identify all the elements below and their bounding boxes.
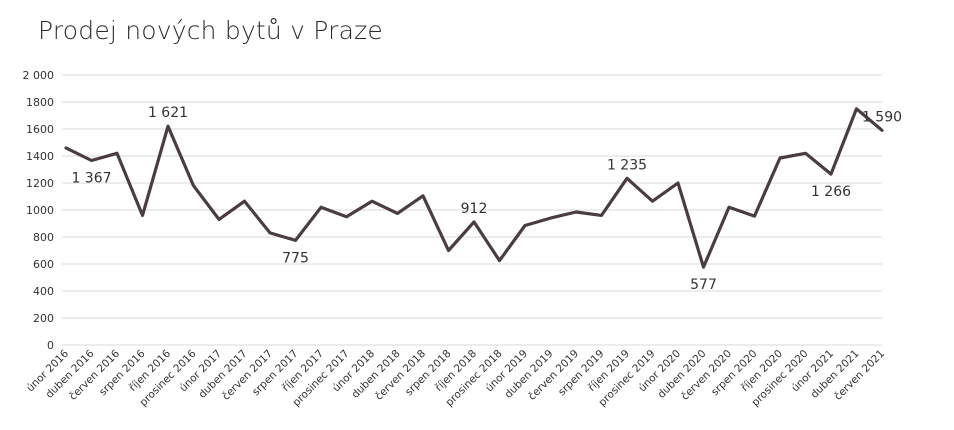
series-lines	[64, 107, 884, 269]
data-labels: 1 367 1 621 775 912 1 235 577 1 266 1 590	[71, 105, 902, 293]
grid-lines	[62, 74, 882, 346]
data-label: 775	[282, 250, 309, 266]
y-tick-label: 1800	[26, 96, 54, 109]
y-tick-label: 1000	[26, 204, 54, 217]
y-tick-label: 1400	[26, 150, 54, 163]
y-tick-label: 400	[33, 285, 54, 298]
chart-title: Prodej nových bytů v Praze	[38, 16, 384, 45]
y-tick-label: 600	[33, 258, 54, 271]
data-label: 912	[461, 201, 488, 217]
series-line	[64, 107, 884, 269]
data-label: 1 266	[811, 184, 851, 200]
y-axis-ticks: 0 200 400 600 800 1000 1200 1400 1600 1800 2 000	[23, 69, 55, 352]
data-label: 1 590	[862, 109, 902, 125]
y-tick-label: 2 000	[23, 69, 55, 82]
y-tick-label: 1200	[26, 177, 54, 190]
y-tick-label: 1600	[26, 123, 54, 136]
data-label: 577	[690, 277, 717, 293]
y-tick-label: 0	[47, 339, 54, 352]
data-label: 1 367	[71, 170, 111, 186]
data-label: 1 621	[148, 105, 188, 121]
y-tick-label: 800	[33, 231, 54, 244]
y-tick-label: 200	[33, 312, 54, 325]
data-label: 1 235	[607, 157, 647, 173]
